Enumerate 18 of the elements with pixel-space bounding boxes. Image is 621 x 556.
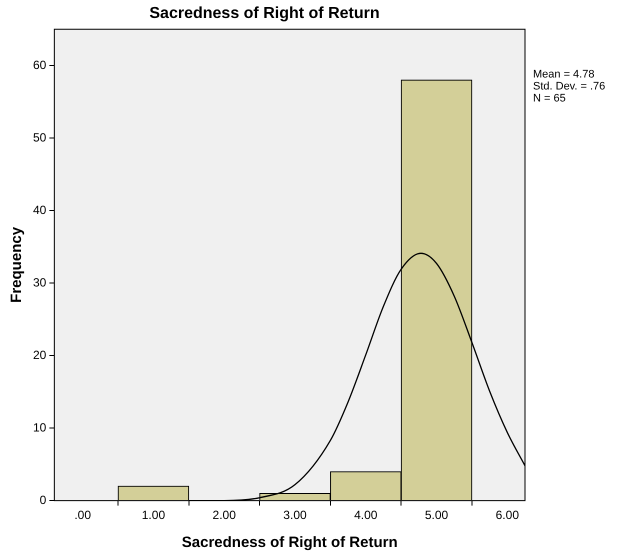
y-axis-title: Frequency	[8, 226, 26, 303]
y-tick-label: 60	[32, 58, 47, 72]
x-tick-label: 4.00	[354, 508, 378, 522]
y-tick-label: 40	[32, 202, 47, 217]
y-tick-label: 0	[40, 492, 47, 507]
y-tick-label: 30	[32, 275, 47, 290]
y-tick-label: 10	[32, 420, 47, 434]
x-tick-label: 6.00	[496, 508, 520, 522]
x-tick-label: 2.00	[212, 508, 236, 522]
text: Mean = 4.78 Std. Dev. = .76 N = 65	[533, 68, 606, 105]
chart-title: Sacredness of Right of Return	[149, 5, 380, 22]
y-tick-label: 20	[32, 348, 47, 362]
x-tick-label: .00	[74, 508, 92, 522]
x-tick-label: 1.00	[142, 508, 166, 522]
x-tick-label: 3.00	[283, 508, 307, 522]
y-tick-label: 50	[32, 130, 47, 144]
x-axis-title: Sacredness of Right of Return	[182, 534, 398, 552]
x-tick-label: 5.00	[424, 508, 449, 522]
